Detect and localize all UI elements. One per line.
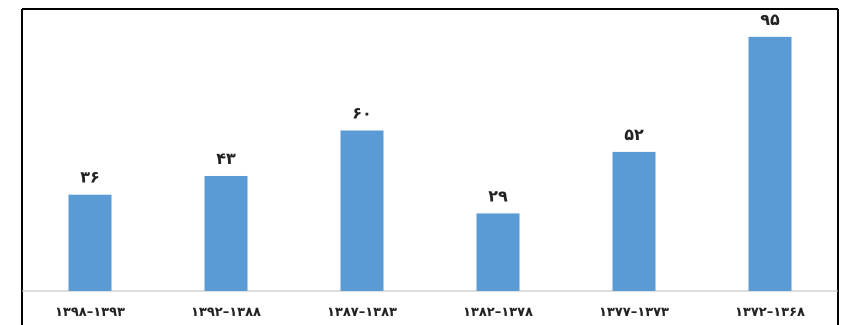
- data-label-5: ۵۲: [624, 125, 644, 144]
- x-tick-label-4: ۱۳۸۲–۱۳۷۸: [463, 305, 533, 320]
- x-tick-label-3: ۱۳۸۷–۱۳۸۳: [327, 305, 397, 320]
- value-labels-layer: ۳۶ ۴۳ ۶۰ ۲۹ ۵۲ ۹۵: [80, 10, 780, 206]
- x-tick-label-1: ۱۳۹۸–۱۳۹۳: [55, 305, 125, 320]
- bar-3: [340, 130, 384, 291]
- bar-1: [68, 194, 112, 291]
- tick-labels-layer: ۱۳۹۸–۱۳۹۳ ۱۳۹۲–۱۳۸۸ ۱۳۸۷–۱۳۸۳ ۱۳۸۲–۱۳۷۸ ۱۳۷۷…: [55, 305, 805, 320]
- data-label-2: ۴۳: [216, 149, 236, 168]
- x-tick-label-2: ۱۳۹۲–۱۳۸۸: [191, 305, 261, 320]
- x-tick-label-5: ۱۳۷۷–۱۳۷۳: [599, 305, 669, 320]
- data-label-1: ۳۶: [80, 168, 100, 187]
- bars-layer: [68, 36, 792, 291]
- data-label-6: ۹۵: [760, 10, 780, 29]
- bar-4: [476, 213, 520, 291]
- data-label-3: ۶۰: [352, 104, 372, 123]
- data-label-4: ۲۹: [488, 186, 508, 205]
- x-tick-label-6: ۱۳۷۲–۱۳۶۸: [735, 305, 805, 320]
- bar-5: [612, 151, 656, 291]
- bar-2: [204, 175, 248, 291]
- bar-6: [748, 36, 792, 291]
